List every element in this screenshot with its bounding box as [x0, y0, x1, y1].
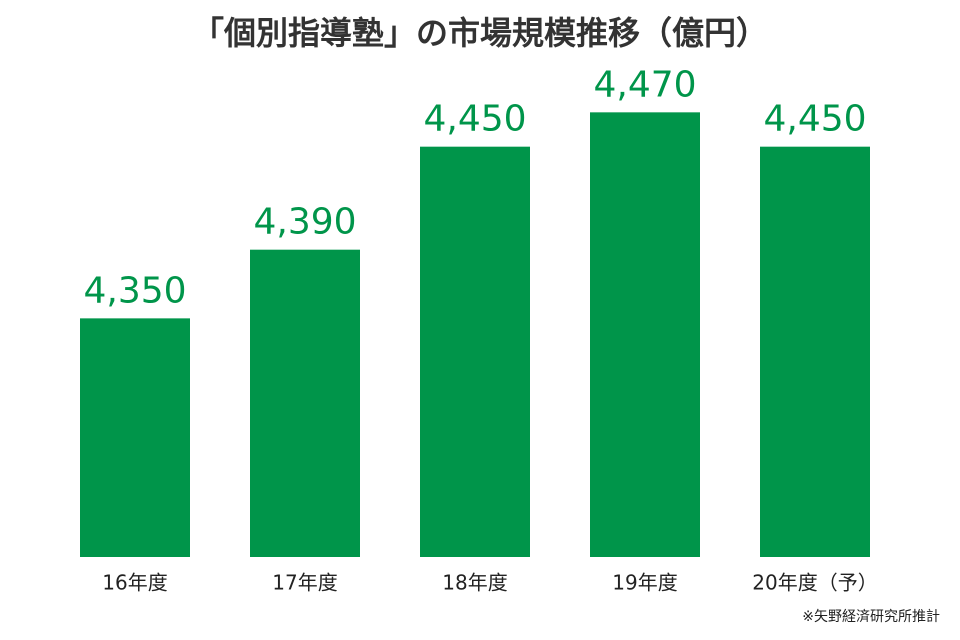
- chart-title: 「個別指導塾」の市場規模推移（億円）: [192, 14, 768, 52]
- value-label: 4,390: [253, 202, 356, 243]
- x-tick-label: 18年度: [442, 571, 507, 595]
- x-tick-label: 19年度: [612, 571, 677, 595]
- source-note: ※矢野経済研究所推計: [802, 609, 940, 625]
- x-tick-label: 20年度（予）: [752, 571, 877, 595]
- bar: [590, 112, 700, 557]
- bar: [80, 318, 190, 557]
- bar: [420, 146, 530, 557]
- x-tick-label: 17年度: [272, 571, 337, 595]
- bar: [760, 146, 870, 557]
- value-label: 4,450: [763, 99, 866, 140]
- value-label: 4,450: [423, 99, 526, 140]
- value-label: 4,470: [593, 64, 696, 105]
- bar: [250, 249, 360, 558]
- value-label: 4,350: [83, 270, 186, 311]
- x-tick-label: 16年度: [102, 571, 167, 595]
